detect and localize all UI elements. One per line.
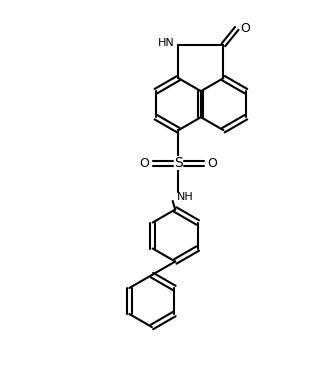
Text: NH: NH <box>177 192 194 202</box>
Text: HN: HN <box>158 38 175 48</box>
Text: O: O <box>208 157 218 170</box>
Text: O: O <box>240 22 250 35</box>
Text: O: O <box>139 157 149 170</box>
Text: S: S <box>174 156 183 171</box>
